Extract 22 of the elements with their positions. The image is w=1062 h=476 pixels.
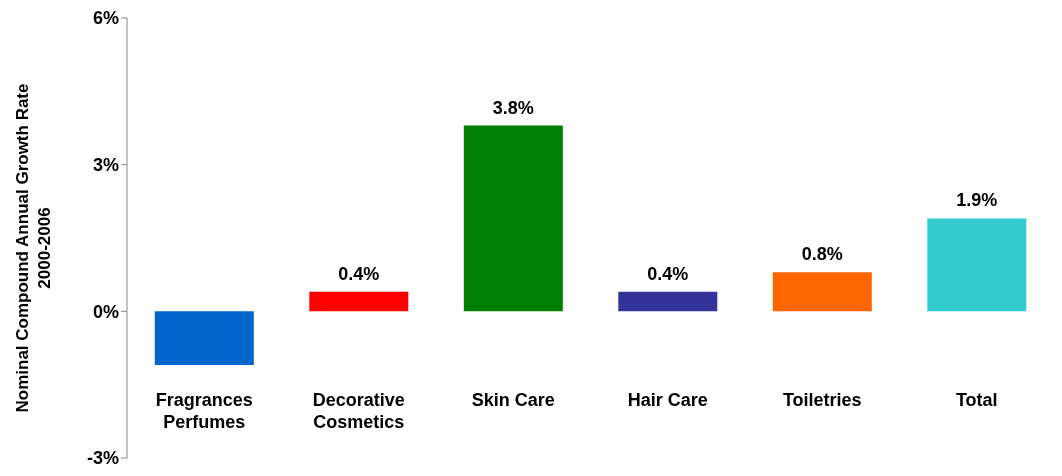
bar (309, 291, 409, 312)
y-tick-label: 6% (92, 8, 119, 29)
data-label: 0.4% (647, 263, 689, 284)
y-tick-label: 0% (92, 301, 119, 322)
x-tick-label: Fragrances Perfumes (155, 390, 253, 432)
x-tick-label: Total (955, 390, 998, 410)
x-tick-label: Decorative Cosmetics (312, 390, 405, 432)
y-tick-label: -3% (86, 448, 119, 469)
data-label: 0.8% (801, 244, 843, 265)
x-tick-label: Skin Care (471, 390, 555, 410)
data-label: 0.4% (338, 263, 380, 284)
x-tick-label: Hair Care (627, 390, 708, 410)
bar (927, 218, 1027, 312)
data-label: 1.9% (956, 190, 998, 211)
y-tick-label: 3% (92, 155, 119, 176)
data-label: 3.8% (492, 97, 534, 118)
x-tick-label: Toiletries (782, 390, 862, 410)
bar (154, 311, 254, 366)
bar (618, 291, 718, 312)
bar (772, 272, 872, 312)
y-axis-title: Nominal Compound Annual Growth Rate 2000-2006 (13, 83, 54, 413)
bar (463, 125, 563, 312)
